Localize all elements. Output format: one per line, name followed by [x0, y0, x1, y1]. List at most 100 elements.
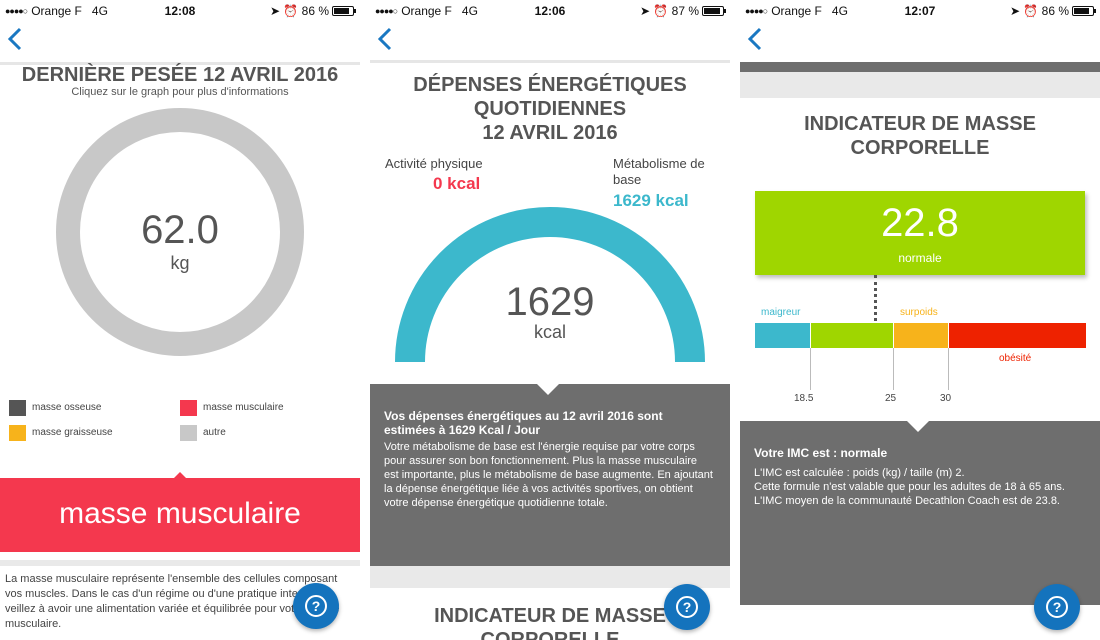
- page-title: INDICATEUR DE MASSE CORPORELLE: [740, 112, 1100, 160]
- section-divider: [370, 566, 730, 588]
- screen-imc: ●●●●○ Orange F 4G 12:07 ➤ ⏰ 86 % INDICATE…: [740, 0, 1100, 640]
- screen-gap: [730, 0, 740, 640]
- clock: 12:08: [164, 4, 196, 18]
- scale-segment-maigreur: [755, 323, 810, 348]
- battery-percent: 86 %: [301, 4, 329, 18]
- section-divider: [740, 72, 1100, 98]
- carrier: Orange F: [771, 4, 822, 18]
- imc-category: normale: [898, 251, 942, 265]
- scale-label-obesite: obésité: [999, 353, 1032, 364]
- previous-section-edge: [740, 62, 1100, 72]
- network: 4G: [831, 4, 848, 18]
- battery-icon: [702, 6, 726, 16]
- info-panel: [740, 420, 1100, 605]
- screen-weight: ●●●●○ Orange F 4G 12:08 ➤ ⏰ 86 % DERNIÈRE…: [0, 0, 360, 640]
- info-title: Votre IMC est : normale: [754, 446, 888, 460]
- scale-label-maigreur: maigreur: [761, 307, 801, 318]
- status-bar: ●●●●○ Orange F 4G 12:06 ➤ ⏰ 87 %: [370, 0, 730, 22]
- section-divider: [0, 560, 360, 566]
- segment-description: La masse musculaire représente l'ensembl…: [5, 573, 340, 630]
- clock: 12:07: [904, 4, 936, 18]
- weight-value: 62.0: [141, 208, 219, 252]
- header-divider: [370, 60, 730, 63]
- page-title: DERNIÈRE PESÉE 12 AVRIL 2016: [21, 64, 339, 86]
- back-chevron-icon[interactable]: [746, 26, 766, 54]
- legend-swatch: [9, 400, 26, 416]
- info-title: Vos dépenses énergétiques au 12 avril 20…: [384, 409, 663, 437]
- help-button[interactable]: ?: [1034, 584, 1080, 630]
- imc-pointer: [874, 275, 877, 333]
- scale-tick: [893, 348, 894, 390]
- metabolism-label: Métabolisme de base: [613, 156, 705, 187]
- donut-ring[interactable]: [56, 108, 304, 356]
- carrier: Orange F: [401, 4, 452, 18]
- scale-segment-obesite: [949, 323, 1086, 348]
- nav-bar: [740, 22, 1100, 60]
- legend-item-masse-graisseuse[interactable]: masse graisseuse: [9, 425, 113, 441]
- scale-label-surpoids: surpoids: [900, 307, 938, 318]
- alarm-icon: ⏰: [283, 4, 299, 18]
- header-divider: [0, 62, 360, 65]
- signal-icon: ●●●●○: [745, 6, 768, 16]
- activity-value: 0 kcal: [433, 174, 481, 193]
- nav-bar: [370, 22, 730, 60]
- scale-segment-surpoids: [894, 323, 948, 348]
- scale-tick-label: 18.5: [794, 393, 814, 404]
- scale-tick: [948, 348, 949, 390]
- title-line: CORPORELLE: [850, 137, 990, 159]
- title-line: INDICATEUR DE MASSE: [804, 113, 1036, 135]
- screen-energy: ●●●●○ Orange F 4G 12:06 ➤ ⏰ 87 % DÉPENSES…: [370, 0, 730, 640]
- signal-icon: ●●●●○: [5, 6, 28, 16]
- location-icon: ➤: [639, 4, 650, 18]
- network: 4G: [461, 4, 478, 18]
- info-line: L'IMC est calculée : poids (kg) / taille…: [754, 467, 965, 479]
- battery-percent: 87 %: [671, 4, 699, 18]
- legend-swatch: [180, 425, 197, 441]
- next-section-title: INDICATEUR DE MASSE CORPORELLE: [434, 605, 666, 640]
- page-subtitle: Cliquez sur le graph pour plus d'informa…: [71, 86, 289, 98]
- info-line: Cette formule n'est valable que pour les…: [754, 481, 1065, 493]
- info-line: L'IMC moyen de la communauté Decathlon C…: [754, 495, 1060, 507]
- legend-item-masse-osseuse[interactable]: masse osseuse: [9, 400, 101, 416]
- title-line: DÉPENSES ÉNERGÉTIQUES: [413, 74, 687, 96]
- help-button[interactable]: ?: [293, 583, 339, 629]
- status-bar: ●●●●○ Orange F 4G 12:07 ➤ ⏰ 86 %: [740, 0, 1100, 22]
- legend-item-autre[interactable]: autre: [180, 425, 226, 441]
- scale-tick-label: 30: [940, 393, 952, 404]
- selected-segment-banner: [0, 472, 360, 552]
- activity-label: Activité physique: [385, 156, 483, 171]
- scale-tick: [810, 348, 811, 390]
- info-body: L'IMC est calculée : poids (kg) / taille…: [754, 466, 1094, 508]
- total-energy-unit: kcal: [533, 322, 566, 342]
- network: 4G: [91, 4, 108, 18]
- weight-donut-chart[interactable]: [55, 107, 305, 357]
- alarm-icon: ⏰: [653, 4, 669, 18]
- weight-unit: kg: [170, 253, 190, 273]
- question-icon: ?: [1046, 596, 1068, 618]
- selected-segment-label: masse musculaire: [59, 497, 301, 530]
- back-chevron-icon[interactable]: [6, 26, 26, 54]
- info-panel: [370, 383, 730, 566]
- back-chevron-icon[interactable]: [376, 26, 396, 54]
- title-line: QUOTIDIENNES: [473, 98, 627, 120]
- battery-icon: [332, 6, 356, 16]
- scale-segment-normal: [811, 323, 893, 348]
- legend-item-masse-musculaire[interactable]: masse musculaire: [180, 400, 284, 416]
- status-bar: ●●●●○ Orange F 4G 12:08 ➤ ⏰ 86 %: [0, 0, 360, 22]
- gauge-arc: [395, 207, 705, 363]
- carrier: Orange F: [31, 4, 82, 18]
- energy-gauge: [395, 207, 705, 363]
- help-button[interactable]: ?: [664, 584, 710, 630]
- location-icon: ➤: [1009, 4, 1020, 18]
- nav-bar: [0, 22, 360, 60]
- title-line: 12 AVRIL 2016: [482, 122, 618, 144]
- clock: 12:06: [534, 4, 566, 18]
- alarm-icon: ⏰: [1023, 4, 1039, 18]
- imc-card: [755, 191, 1085, 275]
- location-icon: ➤: [269, 4, 280, 18]
- battery-percent: 86 %: [1041, 4, 1069, 18]
- scale-tick-label: 25: [885, 393, 897, 404]
- screen-gap: [360, 0, 370, 640]
- legend-swatch: [9, 425, 26, 441]
